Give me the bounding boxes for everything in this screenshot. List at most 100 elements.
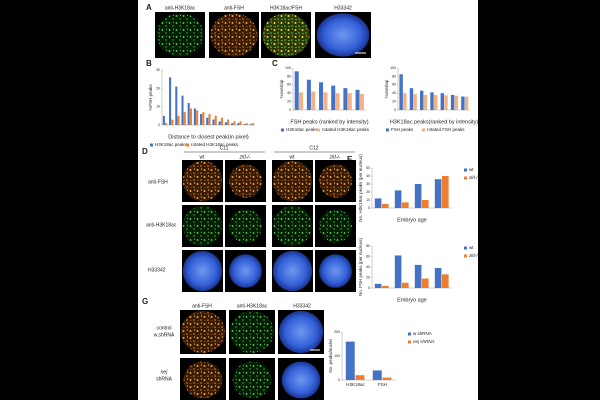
bar	[335, 93, 340, 110]
row-label: H33342	[148, 267, 166, 273]
stage-label: C12	[309, 145, 318, 151]
bar	[464, 96, 469, 110]
legend-swatch	[464, 168, 467, 172]
channel-label: H33342	[334, 5, 352, 11]
row-label: anti-H3K18ac	[146, 222, 177, 228]
y-tick-label: 60	[287, 83, 291, 87]
genotype-label: wt	[290, 154, 296, 160]
row-label: anti-FSH	[148, 179, 168, 185]
bar	[319, 82, 324, 110]
y-tick-label: 30	[366, 182, 370, 186]
bar	[343, 88, 348, 110]
bar	[181, 95, 184, 125]
panel-label: D	[142, 147, 148, 156]
bar	[220, 117, 223, 125]
bar	[422, 278, 429, 288]
channel-label: H33342	[293, 303, 311, 309]
bar	[420, 90, 424, 110]
bar	[394, 190, 402, 208]
x-axis-label: FSH peaks (ranked by intensity)	[290, 119, 368, 125]
genotype-label: zld-/-	[328, 154, 340, 160]
bar	[442, 274, 449, 288]
legend-swatch	[186, 143, 189, 147]
bar	[382, 204, 389, 208]
bar	[413, 94, 417, 110]
bar	[402, 282, 409, 288]
bar	[394, 255, 402, 288]
nucleus	[183, 361, 223, 399]
x-axis-label: Embryo age	[397, 217, 427, 223]
bar	[233, 121, 236, 125]
stage-label: C11	[220, 145, 229, 151]
channel-label: anti-H3K18ac	[237, 303, 268, 309]
bar	[414, 264, 422, 288]
bar	[345, 341, 355, 380]
bar	[402, 202, 409, 208]
bar	[382, 285, 389, 288]
y-tick-label: 0	[289, 108, 291, 112]
y-tick-label: 20	[366, 275, 370, 279]
y-tick-label: 60	[392, 83, 396, 87]
bar	[218, 121, 221, 125]
bar	[212, 119, 215, 125]
y-tick-label: 60	[366, 254, 370, 258]
bar	[434, 179, 442, 208]
bar	[299, 92, 304, 110]
y-tick-label: 0	[394, 108, 396, 112]
legend-label: rotated H3K18ac peaks	[191, 142, 239, 147]
legend-swatch	[464, 246, 467, 250]
nucleus	[229, 310, 275, 354]
panel-label: A	[146, 3, 152, 12]
channel-label: anti-FSH	[224, 5, 244, 11]
bar	[359, 94, 364, 110]
bar	[200, 114, 203, 125]
legend-swatch	[422, 128, 425, 132]
bar	[374, 198, 382, 208]
legend-label: wt	[469, 245, 474, 250]
y-tick-label: 10	[366, 198, 370, 202]
nucleus	[319, 209, 352, 243]
y-tick-label: 100	[285, 66, 291, 70]
bar	[165, 123, 168, 125]
legend-swatch	[150, 143, 153, 147]
y-tick-label: 0	[368, 206, 370, 210]
bar	[372, 370, 382, 380]
nucleus	[262, 13, 310, 57]
y-axis-label: %overlap	[384, 79, 389, 98]
y-tick-label: 200	[334, 330, 340, 334]
bar	[331, 85, 336, 110]
bar	[440, 93, 444, 110]
bar	[177, 115, 180, 125]
panel-label: G	[142, 297, 148, 306]
y-tick-label: 40	[287, 91, 291, 95]
y-tick-label: 20	[366, 190, 370, 194]
bar	[239, 121, 242, 125]
legend-swatch	[464, 254, 467, 258]
nucleus	[278, 310, 324, 354]
bar	[196, 110, 199, 125]
bar	[414, 184, 422, 208]
legend-swatch	[408, 332, 411, 336]
y-tick-label: 30	[156, 68, 160, 72]
bar	[461, 96, 465, 110]
y-tick-label: 40	[366, 265, 370, 269]
nucleus	[156, 13, 204, 57]
bar	[245, 123, 248, 125]
legend-swatch	[464, 176, 467, 180]
y-axis-label: %overlap	[279, 79, 284, 98]
nucleus	[229, 164, 262, 198]
x-tick-label: H3K18ac	[346, 382, 365, 387]
legend-label: w shRNA	[413, 331, 432, 336]
bar	[224, 122, 227, 125]
bar	[434, 94, 438, 110]
row-label: nej	[161, 369, 169, 375]
bar	[251, 123, 254, 125]
nucleus	[319, 164, 352, 198]
bar	[382, 377, 392, 380]
panel-label: B	[146, 59, 152, 68]
nucleus	[182, 160, 223, 202]
channel-label: H3K18ac/FSH	[270, 5, 302, 11]
y-tick-label: 0	[338, 378, 340, 382]
y-tick-label: 20	[392, 100, 396, 104]
